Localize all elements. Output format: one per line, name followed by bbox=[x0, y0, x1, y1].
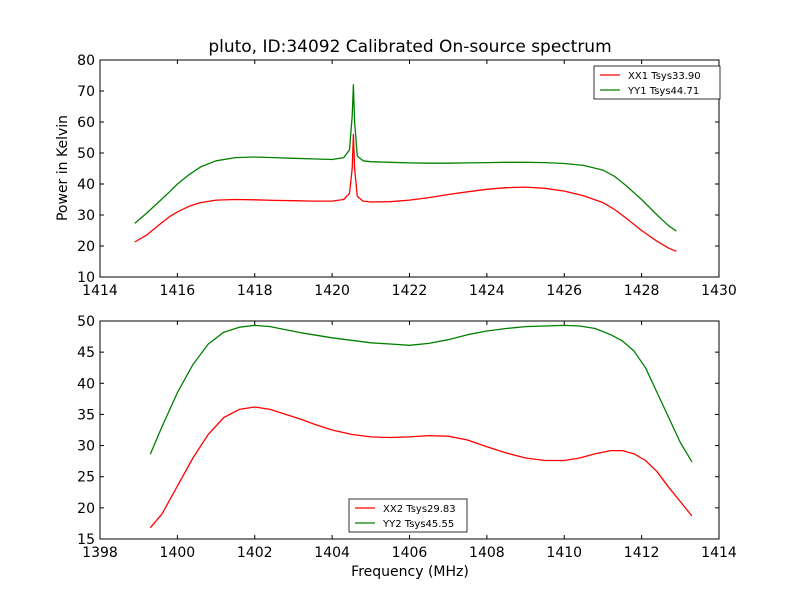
y-tick-label: 20 bbox=[77, 501, 95, 517]
x-tick-label: 1424 bbox=[469, 283, 505, 299]
x-tick-label: 1404 bbox=[314, 545, 350, 561]
x-tick-label: 1414 bbox=[82, 283, 118, 299]
y-tick-label: 50 bbox=[77, 314, 95, 330]
x-tick-label: 1410 bbox=[546, 545, 582, 561]
legend-entry: XX1 Tsys33.90 bbox=[628, 71, 701, 82]
y-tick-label: 10 bbox=[77, 270, 95, 286]
y-tick-label: 40 bbox=[77, 376, 95, 392]
x-tick-label: 1414 bbox=[701, 545, 737, 561]
x-tick-label: 1408 bbox=[469, 545, 505, 561]
y-tick-label: 15 bbox=[77, 532, 95, 548]
x-tick-label: 1428 bbox=[624, 283, 660, 299]
x-tick-label: 1416 bbox=[160, 283, 196, 299]
legend-box bbox=[593, 65, 721, 100]
x-tick-label: 1400 bbox=[160, 545, 196, 561]
y-axis-label: Power in Kelvin bbox=[55, 115, 71, 221]
y-tick-label: 45 bbox=[77, 345, 95, 361]
x-tick-label: 1420 bbox=[314, 283, 350, 299]
x-tick-label: 1412 bbox=[624, 545, 660, 561]
x-tick-label: 1426 bbox=[546, 283, 582, 299]
legend-entry: YY2 Tsys45.55 bbox=[382, 519, 454, 530]
y-tick-label: 25 bbox=[77, 470, 95, 486]
legend-entry: XX2 Tsys29.83 bbox=[383, 504, 456, 515]
y-tick-label: 35 bbox=[77, 407, 95, 423]
y-tick-label: 40 bbox=[77, 177, 95, 193]
y-tick-label: 50 bbox=[77, 146, 95, 162]
x-tick-label: 1402 bbox=[237, 545, 273, 561]
x-tick-label: 1430 bbox=[701, 283, 737, 299]
x-tick-label: 1398 bbox=[82, 545, 118, 561]
x-tick-label: 1418 bbox=[237, 283, 273, 299]
series-line-2 bbox=[149, 324, 693, 463]
upper-plot-panel: 1414 1416 1418 1420 1422 1424 1426 1428 1430 10 20… bbox=[77, 53, 737, 299]
x-axis-label: Frequency (MHz) bbox=[351, 564, 469, 580]
y-tick-label: 30 bbox=[77, 439, 95, 455]
y-tick-label: 20 bbox=[77, 239, 95, 255]
y-tick-label: 60 bbox=[77, 115, 95, 131]
y-tick-label: 80 bbox=[77, 53, 95, 69]
chart-title: pluto, ID:34092 Calibrated On-source spe… bbox=[208, 37, 611, 57]
legend: XX2 Tsys29.83 YY2 Tsys45.55 bbox=[348, 498, 468, 533]
series-line-1 bbox=[149, 406, 693, 529]
y-tick-label: 70 bbox=[77, 84, 95, 100]
legend-box bbox=[348, 498, 468, 533]
lower-plot-panel: 1398 1400 1402 1404 1406 1408 1410 1412 1414 15 20… bbox=[77, 314, 737, 561]
series-line-1 bbox=[134, 133, 677, 252]
legend-entry: YY1 Tsys44.71 bbox=[627, 86, 699, 97]
y-tick-label: 30 bbox=[77, 208, 95, 224]
x-tick-label: 1422 bbox=[392, 283, 428, 299]
x-tick-label: 1406 bbox=[392, 545, 428, 561]
legend: XX1 Tsys33.90 YY1 Tsys44.71 bbox=[593, 65, 721, 100]
series-line-2 bbox=[134, 84, 677, 232]
